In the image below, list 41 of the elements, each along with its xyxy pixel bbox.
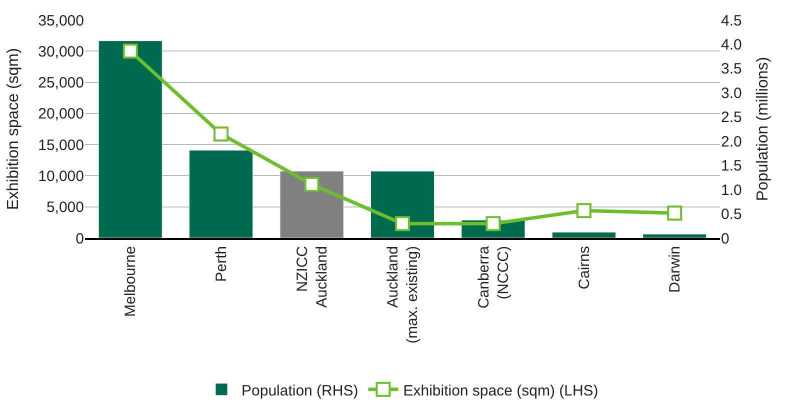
point: [304, 176, 320, 192]
point: [395, 216, 410, 232]
y2-axis-title: Population (millions): [754, 56, 772, 202]
bar: [642, 234, 707, 238]
y-tick-label: 20,000: [38, 106, 84, 123]
y2-tick-label: 4.0: [721, 36, 742, 54]
x-tick-label: Darwin: [666, 246, 684, 293]
x-tick-label: NZICC Auckland: [294, 246, 330, 308]
point: [576, 203, 592, 218]
bar: [189, 150, 254, 238]
x-tick-label: Perth: [212, 246, 230, 282]
y2-tick-label: 4.5: [721, 12, 742, 30]
y2-tick-label: 0: [721, 230, 730, 248]
x-tick-label: Auckland (max. existing): [384, 246, 422, 344]
y-axis-title: Exhibition space (sqm): [5, 48, 22, 210]
bar: [552, 232, 616, 238]
point: [667, 206, 682, 221]
y2-tick-label: 1.5: [721, 158, 742, 175]
y-tick-label: 25,000: [38, 74, 84, 92]
y2-tick-label: 1.0: [721, 182, 742, 199]
x-tick-label: Canberra (NCCC): [475, 245, 512, 309]
y-tick-label: 5,000: [46, 199, 84, 216]
y-tick-label: 10,000: [38, 168, 84, 185]
x-tick-label: Cairns: [576, 246, 593, 290]
y-tick-label: 15,000: [38, 136, 84, 154]
y2-tick-label: 2.5: [721, 109, 742, 126]
x-tick-label: Melbourne: [122, 246, 140, 317]
bar: [280, 170, 344, 238]
point: [214, 126, 229, 142]
y-tick-label: 30,000: [38, 43, 84, 60]
y2-tick-label: 0.5: [721, 206, 742, 224]
y-tick-label: 35,000: [38, 12, 84, 30]
point: [486, 216, 501, 232]
y2-tick-label: 3.0: [721, 84, 742, 102]
legend-label: Exhibition space (sqm) (LHS): [403, 382, 598, 400]
bar: [98, 40, 162, 238]
legend-label: Population (RHS): [242, 382, 358, 400]
point: [122, 44, 138, 59]
y2-tick-label: 2.0: [721, 133, 742, 150]
y2-tick-label: 3.5: [721, 60, 742, 78]
y-tick-label: 0: [76, 230, 84, 248]
